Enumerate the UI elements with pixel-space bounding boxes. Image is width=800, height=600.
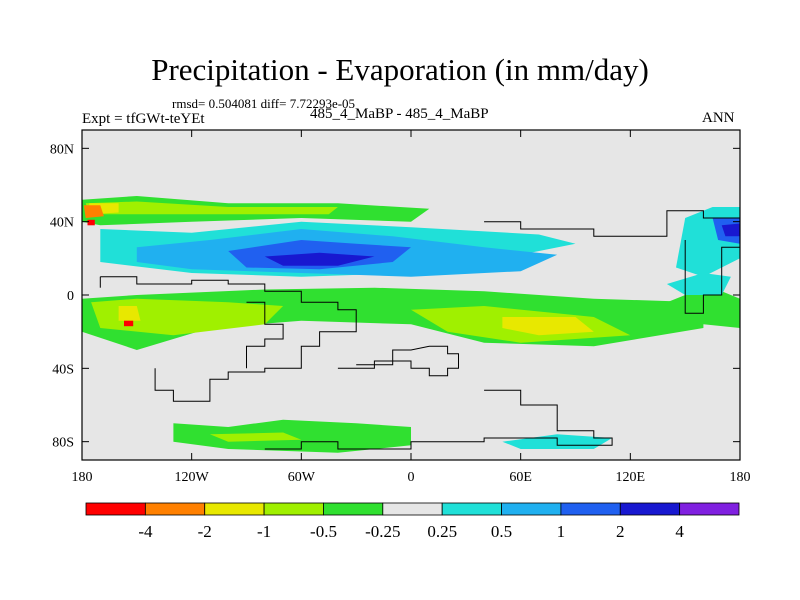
x-tick-label-1: 120W — [175, 470, 210, 485]
y-tick-label-0: 80N — [50, 142, 74, 157]
colorbar-label-9: 4 — [675, 522, 684, 541]
coastline-2 — [264, 389, 613, 450]
x-tick-label-2: 60W — [288, 470, 316, 485]
colorbar-label-2: -1 — [257, 522, 271, 541]
x-axis: 180 120W 60W 0 60E 120E 180 — [72, 130, 751, 485]
stats-label: rmsd= 0.504081 diff= 7.72293e-05 — [172, 96, 356, 111]
field-region-13 — [91, 298, 284, 336]
colorbar-box-4 — [323, 502, 384, 516]
x-tick-label-5: 120E — [616, 470, 646, 485]
colorbar-box-10 — [679, 502, 740, 516]
field-region-4 — [87, 219, 95, 226]
field-region-11 — [721, 223, 740, 237]
colorbar-label-7: 1 — [557, 522, 566, 541]
y-axis: 80N 40N 0 40S 80S — [50, 142, 740, 451]
colorbar-box-3 — [263, 502, 324, 516]
colorbar-label-6: 0.5 — [491, 522, 512, 541]
field-region-19 — [209, 432, 302, 442]
colorbar-box-7 — [501, 502, 562, 516]
coastline-1 — [484, 210, 740, 237]
coastline-5 — [246, 301, 284, 369]
colorbar-label-5: 0.25 — [427, 522, 457, 541]
chart-title: Precipitation - Evaporation (in mm/day) — [151, 52, 649, 87]
y-tick-label-2: 0 — [67, 289, 74, 304]
field-layer — [82, 196, 740, 453]
coastline-4 — [337, 345, 459, 377]
coastline-3 — [684, 240, 740, 314]
x-tick-label-0: 180 — [72, 470, 93, 485]
x-tick-label-4: 60E — [509, 470, 532, 485]
colorbar-label-0: -4 — [138, 522, 153, 541]
field-region-1 — [85, 201, 338, 215]
field-region-16 — [118, 306, 141, 321]
field-region-3 — [83, 205, 104, 218]
y-tick-label-4: 80S — [52, 436, 74, 451]
field-region-17 — [124, 320, 134, 327]
colorbar-label-4: -0.25 — [365, 522, 400, 541]
experiment-label: Expt = tfGWt-teYEt — [82, 111, 205, 127]
coastline-0 — [100, 276, 357, 402]
colorbar-box-1 — [144, 502, 206, 516]
y-tick-label-1: 40N — [50, 216, 74, 231]
colorbar: -4 -2 -1 -0.5 -0.25 0.25 0.5 1 2 4 — [85, 502, 740, 541]
colorbar-box-0 — [85, 502, 146, 516]
field-region-8 — [264, 252, 375, 266]
field-region-21 — [657, 291, 740, 328]
y-tick-label-3: 40S — [52, 362, 74, 377]
field-region-22 — [666, 273, 731, 295]
colorbar-box-2 — [204, 502, 265, 516]
colorbar-label-3: -0.5 — [310, 522, 337, 541]
colorbar-box-5 — [382, 502, 443, 516]
case-label: 485_4_MaBP - 485_4_MaBP — [310, 106, 489, 122]
colorbar-box-6 — [441, 502, 502, 516]
colorbar-label-8: 2 — [616, 522, 625, 541]
x-tick-label-3: 0 — [408, 470, 415, 485]
colorbar-label-1: -2 — [198, 522, 212, 541]
colorbar-box-9 — [619, 502, 681, 516]
field-region-15 — [502, 317, 594, 336]
season-label: ANN — [702, 110, 735, 126]
colorbar-box-8 — [560, 502, 621, 516]
coastline-layer — [99, 210, 740, 450]
x-tick-label-6: 180 — [730, 470, 751, 485]
